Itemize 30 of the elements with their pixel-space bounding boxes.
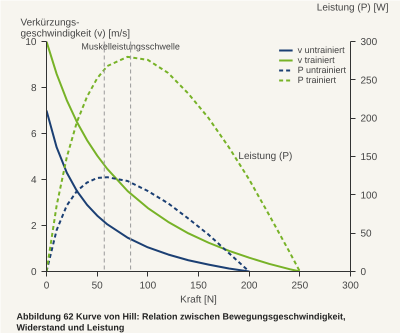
y2-tick-label: 150 — [360, 152, 378, 163]
text: Abbildung 62 Kurve von Hill: Relation zwischen Bewegungsgeschwindigkeit, Widerstand und Leistung — [16, 312, 346, 332]
legend-label: P untrainiert — [298, 65, 346, 75]
y-tick-label: 2 — [30, 221, 37, 232]
x-tick-label: 0 — [44, 280, 50, 292]
y-tick-label: 10 — [25, 37, 37, 48]
legend-label: v untrainiert — [298, 45, 345, 55]
x-tick-label: 250 — [291, 280, 309, 292]
y2-tick-label: 250 — [360, 75, 378, 86]
legend-label: v trainiert — [298, 55, 335, 65]
y2-tick-label: 0 — [360, 267, 366, 278]
y-axis-title: Verkürzungs- geschwindigkeit (v) [m/s] — [20, 18, 130, 40]
y2-tick-label: 50 — [360, 228, 372, 240]
x-tick-label: 50 — [92, 280, 104, 292]
annotation: Leistung (P) — [238, 151, 292, 162]
ref-line-label: Muskelleistungsschwelle — [81, 42, 180, 52]
x-tick-label: 300 — [342, 280, 360, 292]
x-tick-label: 100 — [139, 280, 157, 292]
y-tick-label: 8 — [30, 83, 37, 94]
x-axis-title: Kraft [N] — [180, 294, 218, 306]
legend-label: P trainiert — [298, 75, 336, 85]
y2-tick-label: 200 — [360, 114, 378, 125]
y-tick-label: 0 — [30, 267, 37, 278]
x-tick-label: 200 — [240, 280, 258, 292]
y-tick-label: 6 — [30, 129, 37, 140]
y2-tick-label: 100 — [360, 190, 378, 202]
x-tick-label: 150 — [190, 280, 208, 292]
y-tick-label: 4 — [30, 175, 37, 186]
y2-axis-title: Leistung (P) [W] — [316, 2, 389, 14]
y2-tick-label: 300 — [360, 37, 378, 48]
